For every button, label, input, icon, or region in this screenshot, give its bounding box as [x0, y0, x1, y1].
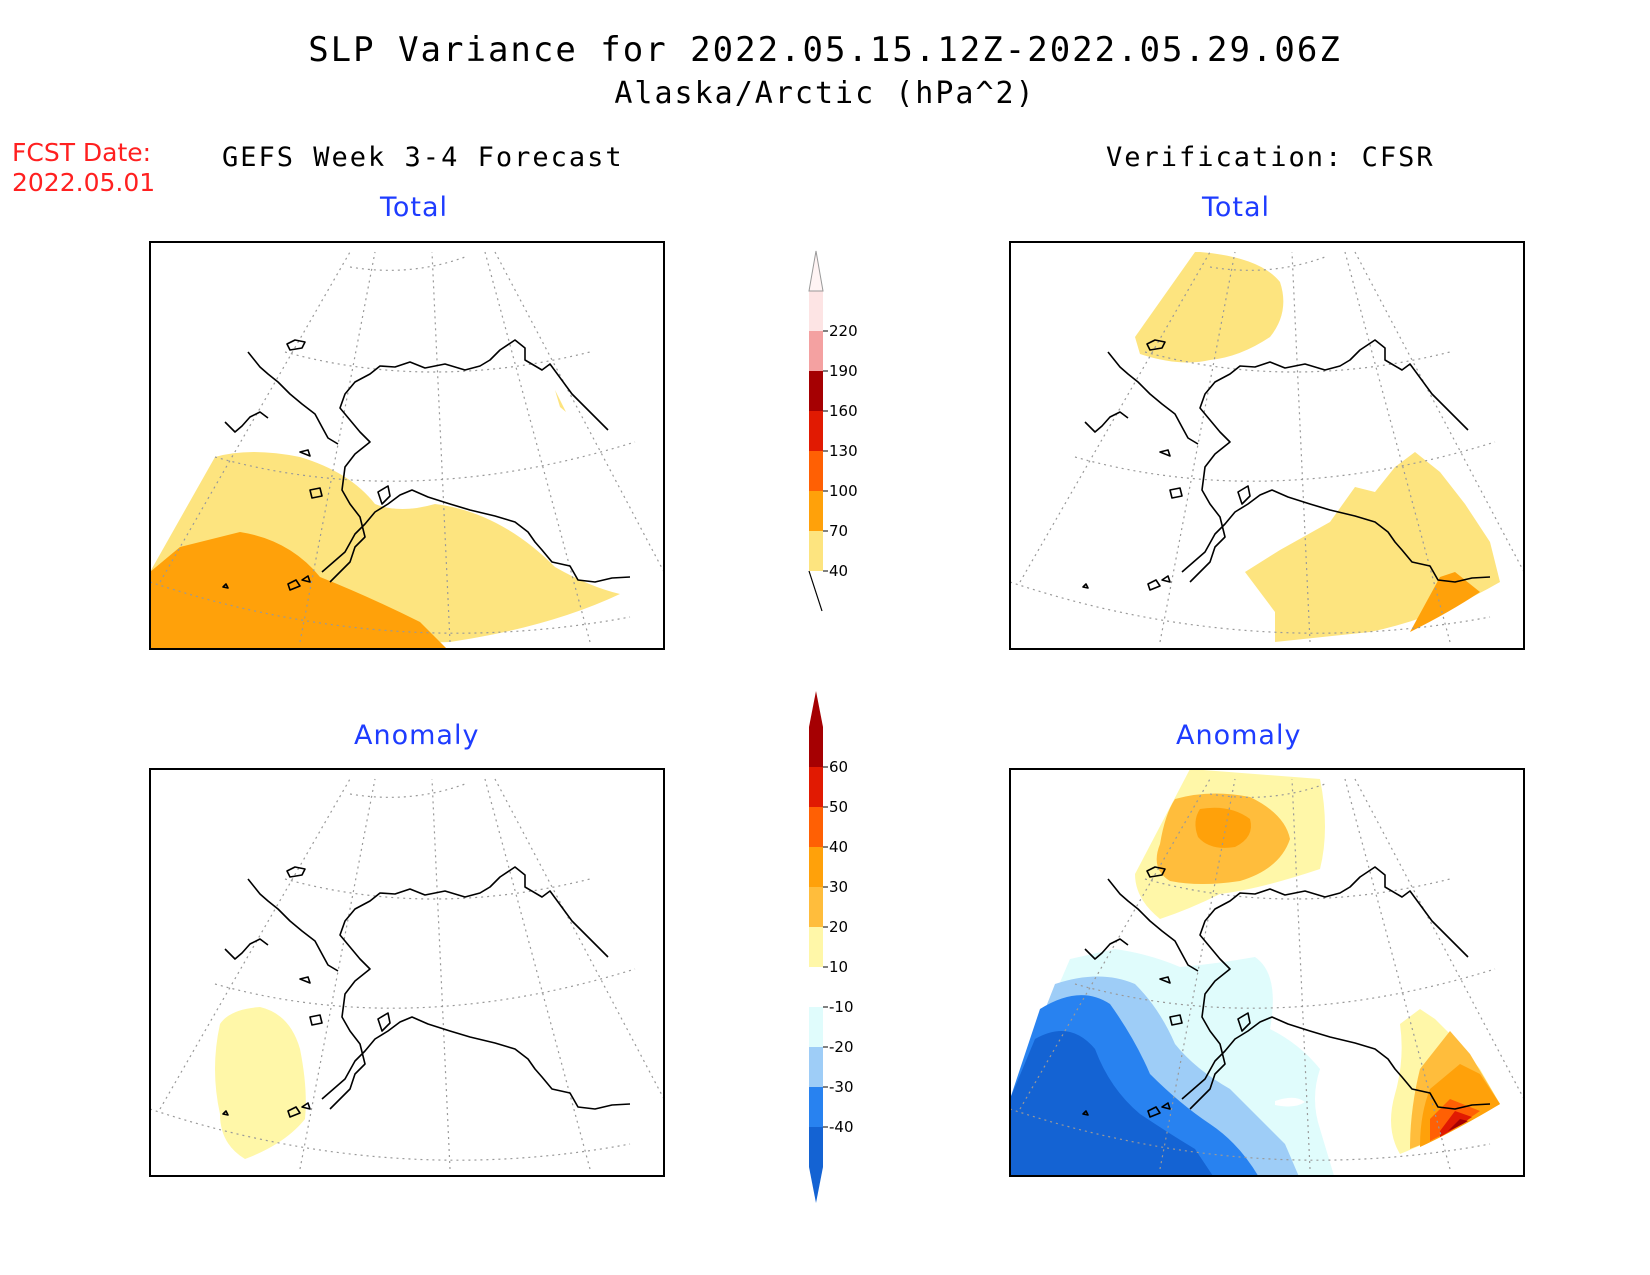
verification-anomaly-title: Anomaly: [1176, 720, 1302, 751]
forecast-anomaly-map: [149, 768, 665, 1177]
anomaly-30-40-north: [1195, 807, 1251, 848]
colorbar-label: 130: [829, 442, 858, 460]
colorbar-swatch: [809, 491, 823, 531]
variance-70-100-region: [150, 532, 447, 649]
colorbar-label: 50: [829, 798, 848, 816]
colorbar-label: 60: [829, 758, 848, 776]
page-subtitle: Alaska/Arctic (hPa^2): [614, 76, 1036, 111]
forecast-total-map: [149, 241, 665, 650]
colorbar-label: 20: [829, 918, 848, 936]
colorbar-swatch: [809, 967, 823, 1007]
colorbar-label: 100: [829, 482, 858, 500]
colorbar-swatch: [809, 727, 823, 767]
colorbar-top-arrow: [809, 691, 823, 727]
colorbar-swatch: [809, 411, 823, 451]
colorbar-swatch: [809, 451, 823, 491]
colorbar-swatch: [809, 1007, 823, 1047]
right-column-heading: Verification: CFSR: [1106, 142, 1435, 173]
colorbar-label: 30: [829, 878, 848, 896]
colorbar-label: 10: [829, 958, 848, 976]
colorbar-label: -30: [829, 1078, 854, 1096]
colorbar-swatch: [809, 1047, 823, 1087]
forecast-date-block: FCST Date: 2022.05.01: [12, 138, 155, 198]
verification-total-map: [1009, 241, 1525, 650]
colorbar-swatch: [809, 847, 823, 887]
colorbar-swatch: [809, 331, 823, 371]
colorbar-swatch: [809, 531, 823, 571]
variance-70-100-region: [1410, 572, 1480, 632]
colorbar-bottom-arrow: [809, 1167, 823, 1203]
forecast-date-label: FCST Date:: [12, 138, 152, 167]
forecast-anomaly-title: Anomaly: [354, 720, 480, 751]
left-column-heading: GEFS Week 3-4 Forecast: [222, 142, 624, 173]
colorbar-label: -20: [829, 1038, 854, 1056]
colorbar-label: -10: [829, 998, 854, 1016]
colorbar-swatch: [809, 1087, 823, 1127]
colorbar-label: -40: [829, 1118, 854, 1136]
colorbar-swatch: [809, 371, 823, 411]
colorbar-swatch: [809, 807, 823, 847]
colorbar-swatch: [809, 887, 823, 927]
colorbar-label: 40: [829, 562, 848, 580]
colorbar-label: 40: [829, 838, 848, 856]
colorbar-label: 190: [829, 362, 858, 380]
colorbar-swatch: [809, 1127, 823, 1167]
colorbar-swatch: [809, 927, 823, 967]
colorbar-bottom-arrow: [808, 570, 823, 612]
page-title: SLP Variance for 2022.05.15.12Z-2022.05.…: [308, 30, 1342, 70]
colorbar-swatch: [809, 767, 823, 807]
forecast-total-title: Total: [380, 192, 449, 223]
anomaly-colorbar: -40 -30 -20 -10 10 20 30 40 50 60: [809, 691, 854, 1203]
anomaly-above-60-southeast: [1448, 1119, 1468, 1131]
colorbar-label: 70: [829, 522, 848, 540]
anomaly-below-neg40-region: [1010, 1031, 1213, 1176]
colorbar-label: 220: [829, 322, 858, 340]
verification-anomaly-map: [1009, 768, 1525, 1177]
variance-40-70-region-north: [1135, 252, 1284, 363]
colorbar-label: 160: [829, 402, 858, 420]
verification-total-title: Total: [1202, 192, 1271, 223]
total-colorbar: 40 70 100 130 160 190 220: [808, 250, 858, 612]
colorbar-top-arrow: [808, 250, 824, 292]
anomaly-10-20-region: [215, 1007, 306, 1159]
colorbar-swatch: [809, 291, 823, 331]
forecast-date-value: 2022.05.01: [12, 168, 156, 197]
